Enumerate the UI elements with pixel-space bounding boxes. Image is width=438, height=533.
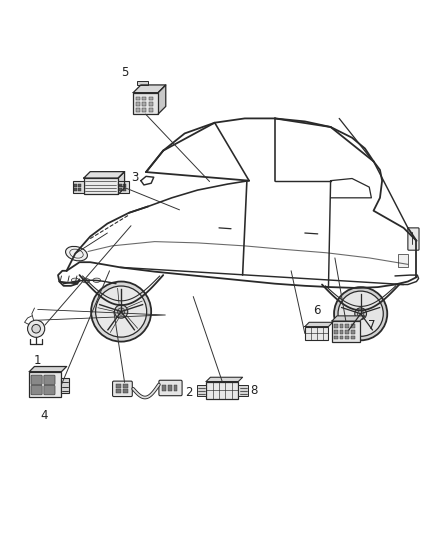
Circle shape — [334, 287, 387, 341]
Bar — [142, 96, 146, 100]
Bar — [168, 384, 172, 391]
Text: 7: 7 — [367, 319, 375, 332]
Bar — [118, 181, 129, 192]
FancyBboxPatch shape — [44, 385, 55, 395]
FancyBboxPatch shape — [31, 385, 42, 395]
Bar — [351, 330, 355, 334]
Bar — [74, 188, 77, 191]
Circle shape — [355, 308, 367, 320]
Circle shape — [91, 281, 151, 342]
Bar — [117, 384, 121, 387]
Bar — [351, 325, 355, 328]
Bar — [332, 321, 360, 343]
Bar — [73, 181, 84, 192]
Bar — [120, 188, 123, 191]
Bar — [351, 336, 355, 340]
Bar — [138, 80, 148, 85]
Ellipse shape — [71, 278, 79, 282]
Ellipse shape — [93, 278, 101, 282]
Text: 5: 5 — [121, 66, 128, 79]
Bar — [78, 188, 81, 191]
Circle shape — [28, 320, 45, 337]
Bar — [61, 378, 69, 393]
Bar — [345, 330, 349, 334]
Bar — [142, 102, 146, 106]
Bar — [334, 325, 338, 328]
Text: 8: 8 — [251, 384, 258, 397]
Bar — [84, 178, 118, 195]
Circle shape — [338, 291, 383, 336]
Polygon shape — [29, 367, 67, 372]
Bar — [123, 389, 127, 393]
Bar — [148, 108, 153, 111]
Bar — [148, 96, 153, 100]
Ellipse shape — [66, 246, 88, 261]
FancyBboxPatch shape — [113, 381, 132, 397]
Text: 1: 1 — [34, 354, 41, 367]
Text: 2: 2 — [185, 386, 193, 399]
Text: 6: 6 — [313, 304, 321, 317]
Bar — [173, 384, 177, 391]
Polygon shape — [332, 316, 365, 321]
Bar — [345, 336, 349, 340]
Bar — [334, 330, 338, 334]
FancyBboxPatch shape — [159, 380, 182, 395]
Bar — [120, 184, 123, 187]
Circle shape — [114, 305, 128, 318]
Bar — [339, 330, 343, 334]
Polygon shape — [305, 322, 333, 327]
Circle shape — [357, 311, 364, 317]
FancyBboxPatch shape — [44, 375, 55, 384]
Bar — [339, 336, 343, 340]
Bar — [29, 372, 61, 398]
Polygon shape — [84, 172, 124, 178]
Bar — [399, 254, 408, 266]
Bar — [305, 327, 328, 341]
Bar — [238, 385, 248, 396]
Bar — [133, 93, 158, 114]
Polygon shape — [158, 85, 166, 114]
Bar — [123, 188, 126, 191]
FancyBboxPatch shape — [31, 375, 42, 384]
Bar — [197, 385, 206, 396]
Bar — [334, 336, 338, 340]
Bar — [206, 382, 238, 399]
Bar — [78, 184, 81, 187]
Ellipse shape — [82, 279, 90, 283]
Polygon shape — [118, 172, 124, 195]
Bar — [117, 389, 121, 393]
Bar — [136, 108, 140, 111]
Polygon shape — [206, 377, 243, 382]
Bar — [136, 96, 140, 100]
Bar — [123, 184, 126, 187]
Bar — [136, 102, 140, 106]
Bar — [74, 184, 77, 187]
Bar — [345, 325, 349, 328]
Bar — [339, 325, 343, 328]
Bar — [162, 384, 166, 391]
Circle shape — [95, 286, 147, 337]
FancyBboxPatch shape — [408, 228, 419, 250]
Bar — [123, 384, 127, 387]
Bar — [142, 108, 146, 111]
Circle shape — [117, 308, 125, 315]
Circle shape — [32, 325, 40, 333]
Text: 4: 4 — [41, 409, 48, 423]
Text: 3: 3 — [131, 171, 138, 184]
Polygon shape — [133, 85, 166, 93]
Bar — [148, 102, 153, 106]
